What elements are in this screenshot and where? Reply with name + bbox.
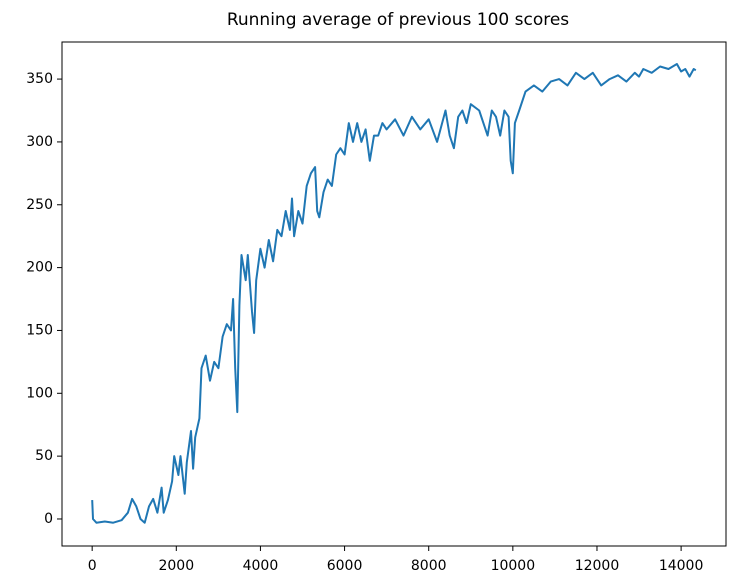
x-tick-label: 10000 [491,558,536,574]
x-tick-label: 2000 [158,558,194,574]
line [91,63,697,524]
x-tick-label: 14000 [659,558,704,574]
y-tick-label: 150 [26,322,53,338]
y-tick-label: 250 [26,197,53,213]
x-tick-label: 0 [88,558,97,574]
x-tick-label: 8000 [411,558,447,574]
y-tick-label: 100 [26,385,53,401]
axes-frame [61,41,727,547]
x-tick-label: 6000 [327,558,363,574]
chart-title: Running average of previous 100 scores [227,10,569,30]
x-tick-label: 12000 [575,558,620,574]
x-tick-label: 4000 [243,558,279,574]
y-tick-label: 50 [35,448,53,464]
y-tick-label: 0 [44,511,53,527]
y-tick-label: 200 [26,260,53,276]
y-tick-label: 350 [26,71,53,87]
y-tick-label: 300 [26,134,53,150]
